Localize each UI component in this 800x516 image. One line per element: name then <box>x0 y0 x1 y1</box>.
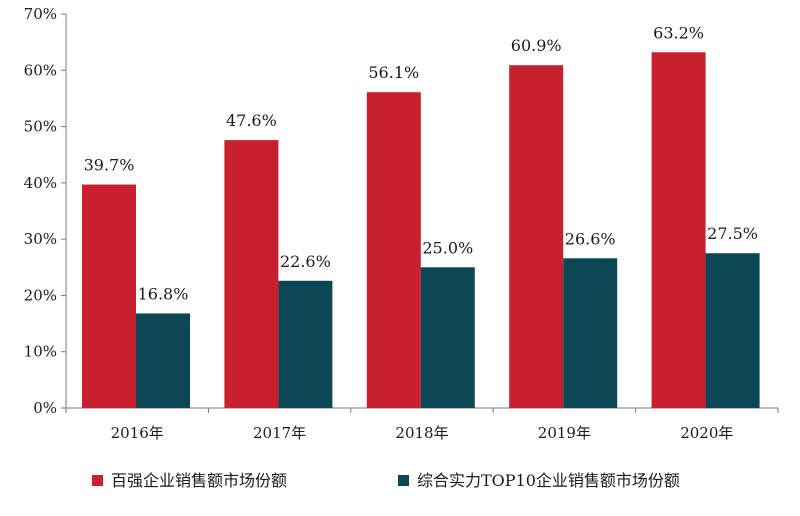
data-label: 39.7% <box>84 156 135 175</box>
x-axis: 2016年 2017年 2018年 2019年 2020年 <box>65 407 779 442</box>
data-label: 60.9% <box>511 36 562 55</box>
bars <box>82 52 760 408</box>
data-labels: 39.7% 47.6% 56.1% 60.9% 63.2% 16.8% 22.6% 25.0%… <box>84 23 758 303</box>
legend-label: 百强企业销售额市场份额 <box>111 471 287 490</box>
y-tick-label: 30% <box>24 230 57 248</box>
data-label: 56.1% <box>368 63 419 82</box>
x-tick-label: 2016年 <box>111 424 164 442</box>
x-tick-label: 2017年 <box>253 424 306 442</box>
legend-swatch <box>398 475 409 486</box>
y-tick-label: 60% <box>24 61 57 79</box>
y-tick-label: 40% <box>24 174 57 192</box>
bar <box>509 65 564 408</box>
y-tick-label: 50% <box>24 118 57 136</box>
data-label: 25.0% <box>422 238 473 257</box>
bar <box>366 92 421 408</box>
bar <box>705 253 760 408</box>
y-tick-label: 0% <box>33 399 57 417</box>
bar <box>224 140 279 408</box>
data-label: 63.2% <box>653 23 704 42</box>
bar <box>278 280 333 408</box>
x-tick-label: 2018年 <box>395 424 448 442</box>
data-label: 16.8% <box>138 284 189 303</box>
bar <box>651 52 706 408</box>
data-label: 26.6% <box>565 229 616 248</box>
x-tick-label: 2020年 <box>680 424 733 442</box>
y-tick-label: 10% <box>24 343 57 361</box>
y-tick-label: 20% <box>24 286 57 304</box>
bar <box>136 313 190 408</box>
bar <box>563 258 618 408</box>
y-tick-label: 70% <box>24 5 57 23</box>
legend-swatch <box>92 475 103 486</box>
bar <box>82 184 136 408</box>
data-label: 27.5% <box>707 224 758 243</box>
legend: 百强企业销售额市场份额 综合实力TOP10企业销售额市场份额 <box>92 471 680 490</box>
bar <box>420 267 475 408</box>
data-label: 47.6% <box>226 111 277 130</box>
x-tick-label: 2019年 <box>538 424 591 442</box>
data-label: 22.6% <box>280 252 331 271</box>
y-axis: 0% 10% 20% 30% 40% 50% 60% 70% <box>24 5 67 417</box>
legend-label: 综合实力TOP10企业销售额市场份额 <box>417 471 680 490</box>
